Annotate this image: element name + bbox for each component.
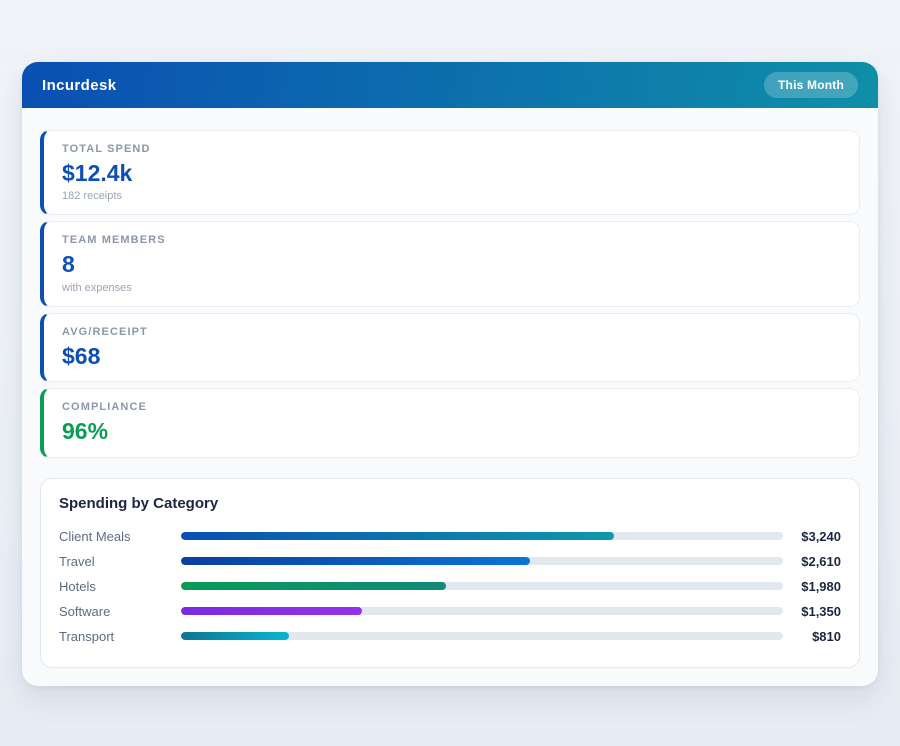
bar-fill xyxy=(181,607,362,616)
stat-card-total-spend: TOTAL SPEND $12.4k 182 receipts xyxy=(40,130,860,216)
bar-fill xyxy=(181,632,290,641)
chart-row-software: Software $1,350 xyxy=(59,599,841,624)
category-value: $810 xyxy=(812,628,841,644)
stat-label: AVG/RECEIPT xyxy=(62,325,148,338)
category-value: $1,350 xyxy=(801,603,841,619)
stat-card-team-members: TEAM MEMBERS 8 with expenses xyxy=(40,221,860,307)
category-label: Transport xyxy=(59,628,115,644)
stat-card-avg-receipt: AVG/RECEIPT $68 xyxy=(40,312,860,383)
stat-label: COMPLIANCE xyxy=(62,401,147,414)
category-label: Software xyxy=(59,603,111,619)
bar-track xyxy=(181,632,783,641)
dashboard-body: TOTAL SPEND $12.4k 182 receipts TEAM MEM… xyxy=(22,108,878,668)
stat-subtext: with expenses xyxy=(62,281,132,294)
stat-subtext: 182 receipts xyxy=(62,190,122,203)
bar-fill xyxy=(181,532,615,541)
bar-track xyxy=(181,582,783,591)
bar-track xyxy=(181,532,783,541)
chart-title: Spending by Category xyxy=(59,494,219,512)
stat-value: $68 xyxy=(62,342,101,369)
bar-fill xyxy=(181,557,531,566)
bar-track xyxy=(181,557,783,566)
app-title: Incurdesk xyxy=(42,76,117,94)
stat-value: $12.4k xyxy=(62,160,133,186)
spending-by-category-chart: Spending by Category Client Meals $3,240… xyxy=(40,477,860,668)
stat-label: TOTAL SPEND xyxy=(62,143,151,155)
app-header: Incurdesk This Month xyxy=(22,62,878,108)
category-value: $3,240 xyxy=(801,528,841,544)
chart-row-transport: Transport $810 xyxy=(59,624,841,649)
chart-row-client-meals: Client Meals $3,240 xyxy=(59,524,841,549)
bar-track xyxy=(181,607,783,616)
bar-fill xyxy=(181,582,446,591)
dashboard-panel: Incurdesk This Month TOTAL SPEND $12.4k … xyxy=(22,62,878,686)
category-value: $1,980 xyxy=(801,578,841,594)
chart-row-hotels: Hotels $1,980 xyxy=(59,574,841,599)
category-label: Client Meals xyxy=(59,528,131,544)
category-value: $2,610 xyxy=(801,553,841,569)
period-selector-badge[interactable]: This Month xyxy=(764,72,858,98)
category-label: Hotels xyxy=(59,578,96,594)
stat-value: 8 xyxy=(62,251,75,278)
stat-card-compliance: COMPLIANCE 96% xyxy=(40,388,860,458)
stat-value: 96% xyxy=(62,418,109,445)
stat-label: TEAM MEMBERS xyxy=(62,234,166,247)
category-label: Travel xyxy=(59,553,95,569)
chart-row-travel: Travel $2,610 xyxy=(59,549,841,574)
